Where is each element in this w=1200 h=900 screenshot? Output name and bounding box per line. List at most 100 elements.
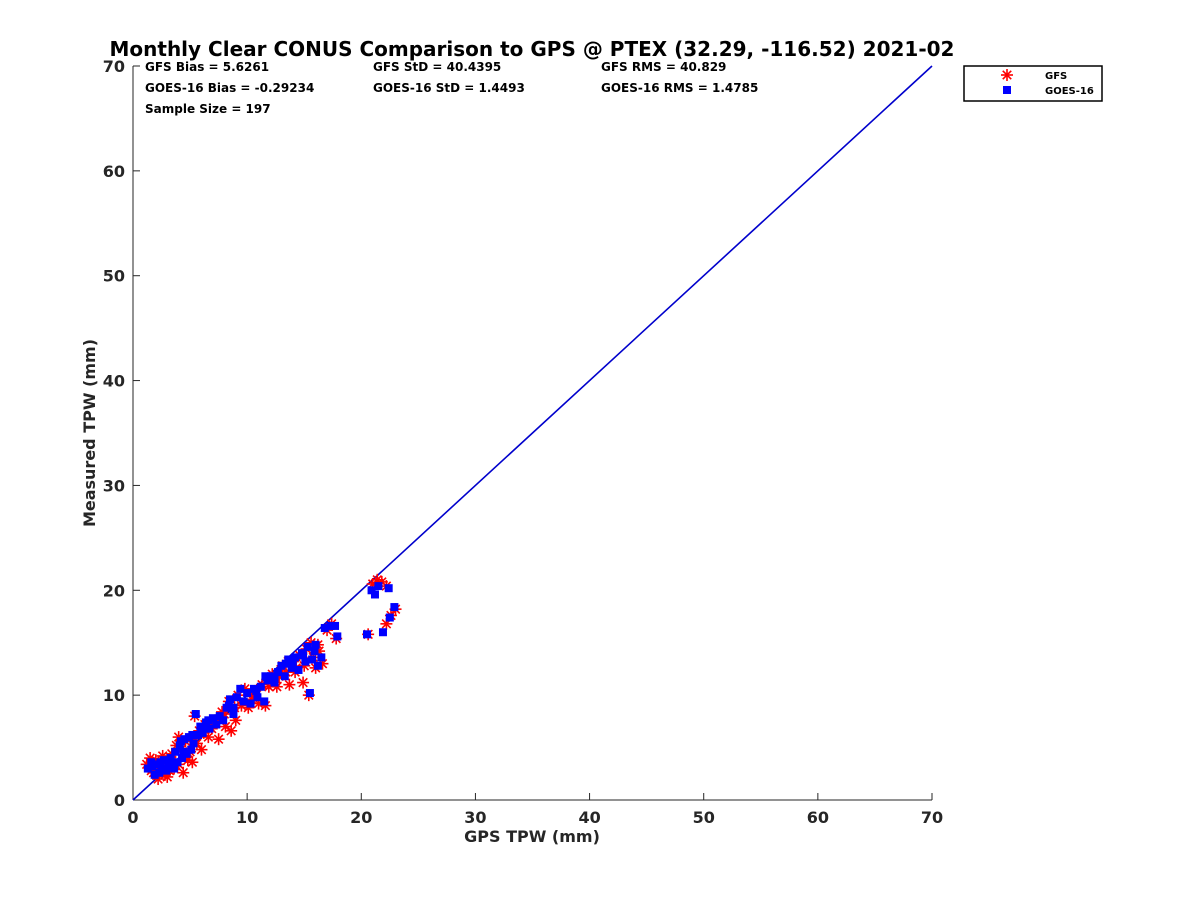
gfs-std-text: GFS StD = 40.4395 [373,60,501,74]
goes16-point [308,655,317,664]
goes16-point [165,758,174,767]
goes16-point [229,710,238,719]
goes16-point [280,672,289,681]
goes16-point [313,661,322,670]
y-axis-ticks: 0 10 20 30 40 50 60 70 [103,57,140,810]
goes16-point [147,758,156,767]
gfs-point [177,766,190,779]
goes16-point [179,747,188,756]
y-tick-label: 60 [103,162,125,181]
goes16-point [224,701,233,710]
goes16-point [150,770,159,779]
goes16-series [143,582,399,779]
y-tick-label: 40 [103,372,125,391]
gfs-point [283,678,296,691]
goes-std-text: GOES-16 StD = 1.4493 [373,81,525,95]
goes16-point [162,766,171,775]
y-tick-label: 0 [114,791,125,810]
x-tick-label: 40 [578,808,600,827]
goes16-point [273,668,282,677]
x-axis-label: GPS TPW (mm) [464,827,600,846]
goes16-point [198,728,207,737]
y-tick-label: 50 [103,267,125,286]
goes16-point [229,703,238,712]
goes16-point [173,758,182,767]
goes16-point [157,764,166,773]
goes16-point [178,754,187,763]
goes16-point [281,659,290,668]
goes16-point [331,621,340,630]
goes16-point [187,745,196,754]
gfs-rms-text: GFS RMS = 40.829 [601,60,726,74]
goes16-point [164,762,173,771]
goes16-point [175,741,184,750]
x-tick-label: 20 [350,808,372,827]
gfs-point [297,676,310,689]
goes16-point [390,603,399,612]
goes16-point [143,764,152,773]
goes16-point [176,737,185,746]
goes16-point [260,697,269,706]
gfs-point [225,724,238,737]
x-tick-label: 0 [127,808,138,827]
goes16-point [204,716,213,725]
goes16-point [291,653,300,662]
goes16-point [155,768,164,777]
goes16-point [188,730,197,739]
goes16-point [378,628,387,637]
gfs-bias-text: GFS Bias = 5.6261 [145,60,269,74]
y-tick-label: 10 [103,686,125,705]
goes16-point [299,651,308,660]
goes16-point [156,758,165,767]
goes16-point [288,659,297,668]
goes-rms-text: GOES-16 RMS = 1.4785 [601,81,758,95]
goes16-point [317,653,326,662]
y-tick-label: 30 [103,476,125,495]
legend-gfs-label: GFS [1045,71,1067,82]
gfs-point [212,733,225,746]
goes16-point [374,582,383,591]
goes16-point [226,695,235,704]
legend-goes-label: GOES-16 [1045,86,1094,97]
goes16-point [189,739,198,748]
x-axis-ticks: 0 10 20 30 40 50 60 70 [127,793,943,827]
legend-gfs-marker [1001,69,1013,81]
x-tick-label: 10 [236,808,258,827]
legend-goes-marker [1003,86,1011,94]
y-tick-label: 70 [103,57,125,76]
goes16-point [384,584,393,593]
x-tick-label: 70 [921,808,943,827]
goes16-point [263,676,272,685]
goes16-point [370,590,379,599]
x-tick-label: 50 [693,808,715,827]
goes16-point [148,762,157,771]
goes16-point [311,640,320,649]
goes16-point [252,686,261,695]
x-tick-label: 60 [807,808,829,827]
chart-title: Monthly Clear CONUS Comparison to GPS @ … [110,37,955,61]
goes16-point [191,710,200,719]
goes16-point [246,699,255,708]
goes16-point [256,682,265,691]
goes16-point [170,764,179,773]
goes16-point [362,630,371,639]
goes16-point [294,665,303,674]
goes16-point [236,684,245,693]
goes16-point [301,657,310,666]
goes16-point [287,663,296,672]
sample-size-text: Sample Size = 197 [145,102,271,116]
goes16-point [197,724,206,733]
x-tick-label: 30 [464,808,486,827]
goes16-point [208,714,217,723]
goes16-point [270,674,279,683]
goes16-point [305,689,314,698]
goes16-point [310,647,319,656]
goes16-point [194,730,203,739]
goes16-point [367,586,376,595]
goes16-point [303,642,312,651]
goes16-point [326,621,335,630]
goes16-point [333,632,342,641]
legend: GFS GOES-16 [963,65,1103,102]
goes16-point [215,712,224,721]
